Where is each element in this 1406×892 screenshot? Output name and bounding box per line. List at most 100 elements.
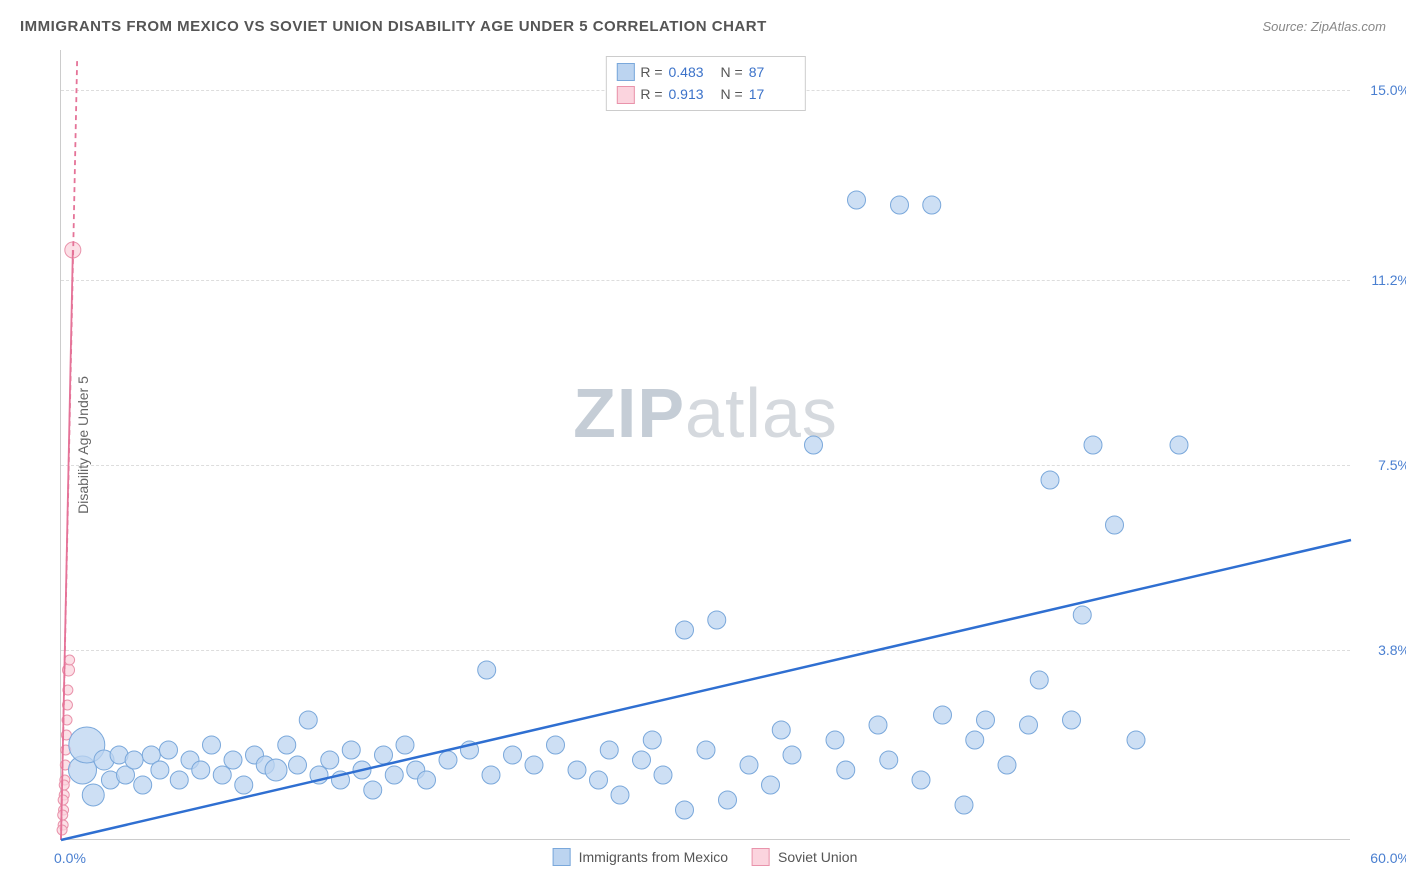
stats-row-soviet: R = 0.913 N = 17 bbox=[616, 83, 794, 105]
data-point bbox=[364, 781, 382, 799]
data-point bbox=[643, 731, 661, 749]
data-point bbox=[719, 791, 737, 809]
data-point bbox=[59, 780, 69, 790]
data-point bbox=[278, 736, 296, 754]
swatch-soviet bbox=[752, 848, 770, 866]
data-point bbox=[58, 795, 68, 805]
data-point bbox=[1030, 671, 1048, 689]
r-value-mexico: 0.483 bbox=[669, 61, 715, 83]
data-point bbox=[805, 436, 823, 454]
data-point bbox=[600, 741, 618, 759]
data-point bbox=[955, 796, 973, 814]
legend-item-soviet: Soviet Union bbox=[752, 848, 857, 866]
data-point bbox=[772, 721, 790, 739]
r-label: R = bbox=[640, 83, 662, 105]
data-point bbox=[235, 776, 253, 794]
data-point bbox=[912, 771, 930, 789]
data-point bbox=[676, 801, 694, 819]
data-point bbox=[1063, 711, 1081, 729]
n-value-soviet: 17 bbox=[749, 83, 795, 105]
scatter-svg bbox=[61, 50, 1350, 839]
data-point bbox=[482, 766, 500, 784]
source-attribution: Source: ZipAtlas.com bbox=[1262, 19, 1386, 34]
stats-row-mexico: R = 0.483 N = 87 bbox=[616, 61, 794, 83]
n-label: N = bbox=[721, 83, 743, 105]
data-point bbox=[1041, 471, 1059, 489]
data-point bbox=[289, 756, 307, 774]
origin-label: 0.0% bbox=[54, 850, 86, 866]
ytick-label: 11.2% bbox=[1355, 272, 1406, 288]
y-axis-label: Disability Age Under 5 bbox=[75, 376, 91, 514]
data-point bbox=[740, 756, 758, 774]
data-point bbox=[611, 786, 629, 804]
data-point bbox=[848, 191, 866, 209]
chart-area: 3.8%7.5%11.2%15.0% ZIPatlas R = 0.483 N … bbox=[60, 50, 1350, 840]
data-point bbox=[478, 661, 496, 679]
data-point bbox=[633, 751, 651, 769]
data-point bbox=[1127, 731, 1145, 749]
ytick-label: 3.8% bbox=[1355, 642, 1406, 658]
data-point bbox=[65, 655, 75, 665]
data-point bbox=[134, 776, 152, 794]
data-point bbox=[170, 771, 188, 789]
data-point bbox=[676, 621, 694, 639]
data-point bbox=[418, 771, 436, 789]
data-point bbox=[568, 761, 586, 779]
data-point bbox=[58, 810, 68, 820]
data-point bbox=[160, 741, 178, 759]
data-point bbox=[525, 756, 543, 774]
data-point bbox=[439, 751, 457, 769]
data-point bbox=[934, 706, 952, 724]
ytick-label: 7.5% bbox=[1355, 457, 1406, 473]
source-prefix: Source: bbox=[1262, 19, 1310, 34]
stats-legend: R = 0.483 N = 87 R = 0.913 N = 17 bbox=[605, 56, 805, 111]
data-point bbox=[203, 736, 221, 754]
data-point bbox=[783, 746, 801, 764]
data-point bbox=[1020, 716, 1038, 734]
data-point bbox=[547, 736, 565, 754]
data-point bbox=[977, 711, 995, 729]
data-point bbox=[891, 196, 909, 214]
ytick-label: 15.0% bbox=[1355, 82, 1406, 98]
data-point bbox=[151, 761, 169, 779]
x-max-label: 60.0% bbox=[1355, 850, 1406, 866]
data-point bbox=[504, 746, 522, 764]
data-point bbox=[697, 741, 715, 759]
r-value-soviet: 0.913 bbox=[669, 83, 715, 105]
header: IMMIGRANTS FROM MEXICO VS SOVIET UNION D… bbox=[20, 18, 1386, 35]
data-point bbox=[708, 611, 726, 629]
data-point bbox=[998, 756, 1016, 774]
n-label: N = bbox=[721, 61, 743, 83]
swatch-mexico bbox=[616, 63, 634, 81]
series-legend: Immigrants from Mexico Soviet Union bbox=[553, 848, 858, 866]
data-point bbox=[342, 741, 360, 759]
data-point bbox=[82, 784, 104, 806]
data-point bbox=[869, 716, 887, 734]
data-point bbox=[837, 761, 855, 779]
data-point bbox=[396, 736, 414, 754]
data-point bbox=[385, 766, 403, 784]
data-point bbox=[654, 766, 672, 784]
plot-area: 3.8%7.5%11.2%15.0% ZIPatlas R = 0.483 N … bbox=[60, 50, 1350, 840]
data-point bbox=[321, 751, 339, 769]
data-point bbox=[590, 771, 608, 789]
data-point bbox=[826, 731, 844, 749]
data-point bbox=[213, 766, 231, 784]
data-point bbox=[125, 751, 143, 769]
data-point bbox=[1106, 516, 1124, 534]
data-point bbox=[375, 746, 393, 764]
n-value-mexico: 87 bbox=[749, 61, 795, 83]
data-point bbox=[762, 776, 780, 794]
data-point bbox=[1170, 436, 1188, 454]
data-point bbox=[192, 761, 210, 779]
legend-label-mexico: Immigrants from Mexico bbox=[579, 849, 728, 865]
swatch-soviet bbox=[616, 86, 634, 104]
source-name: ZipAtlas.com bbox=[1311, 19, 1386, 34]
trend-line bbox=[61, 540, 1351, 840]
legend-label-soviet: Soviet Union bbox=[778, 849, 857, 865]
data-point bbox=[299, 711, 317, 729]
r-label: R = bbox=[640, 61, 662, 83]
data-point bbox=[880, 751, 898, 769]
swatch-mexico bbox=[553, 848, 571, 866]
data-point bbox=[1084, 436, 1102, 454]
